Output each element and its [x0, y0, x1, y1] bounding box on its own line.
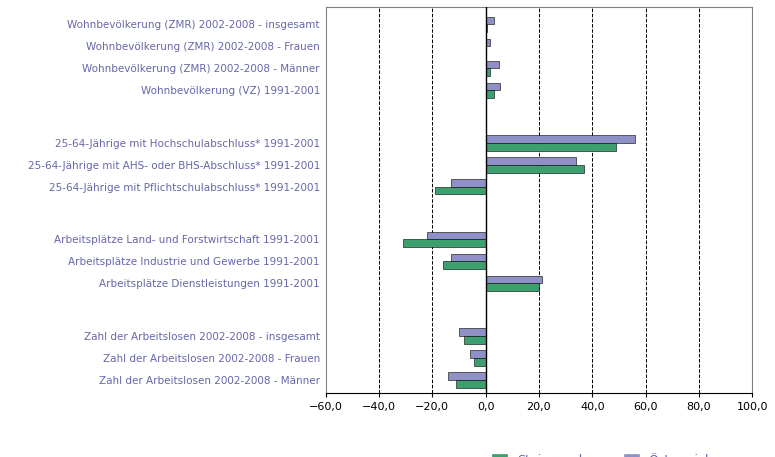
Bar — [486, 39, 490, 47]
Bar — [448, 372, 486, 380]
Bar — [474, 358, 486, 366]
Bar — [456, 380, 486, 388]
Bar — [486, 61, 499, 69]
Bar — [427, 232, 486, 239]
Bar — [435, 187, 486, 195]
Bar — [486, 90, 494, 98]
Bar — [443, 261, 486, 269]
Legend: Steiermark, Österreich: Steiermark, Österreich — [487, 449, 718, 457]
Bar — [486, 276, 542, 283]
Bar — [464, 336, 486, 344]
Bar — [451, 179, 486, 187]
Bar — [486, 25, 487, 32]
Bar — [459, 328, 486, 336]
Bar — [403, 239, 486, 247]
Bar — [486, 157, 577, 165]
Bar — [486, 69, 490, 76]
Bar — [486, 135, 635, 143]
Bar — [486, 165, 584, 173]
Bar — [486, 17, 494, 25]
Bar — [486, 283, 539, 291]
Bar — [486, 143, 616, 151]
Bar — [470, 350, 486, 358]
Bar — [451, 254, 486, 261]
Bar — [486, 83, 500, 90]
Bar — [486, 47, 487, 54]
